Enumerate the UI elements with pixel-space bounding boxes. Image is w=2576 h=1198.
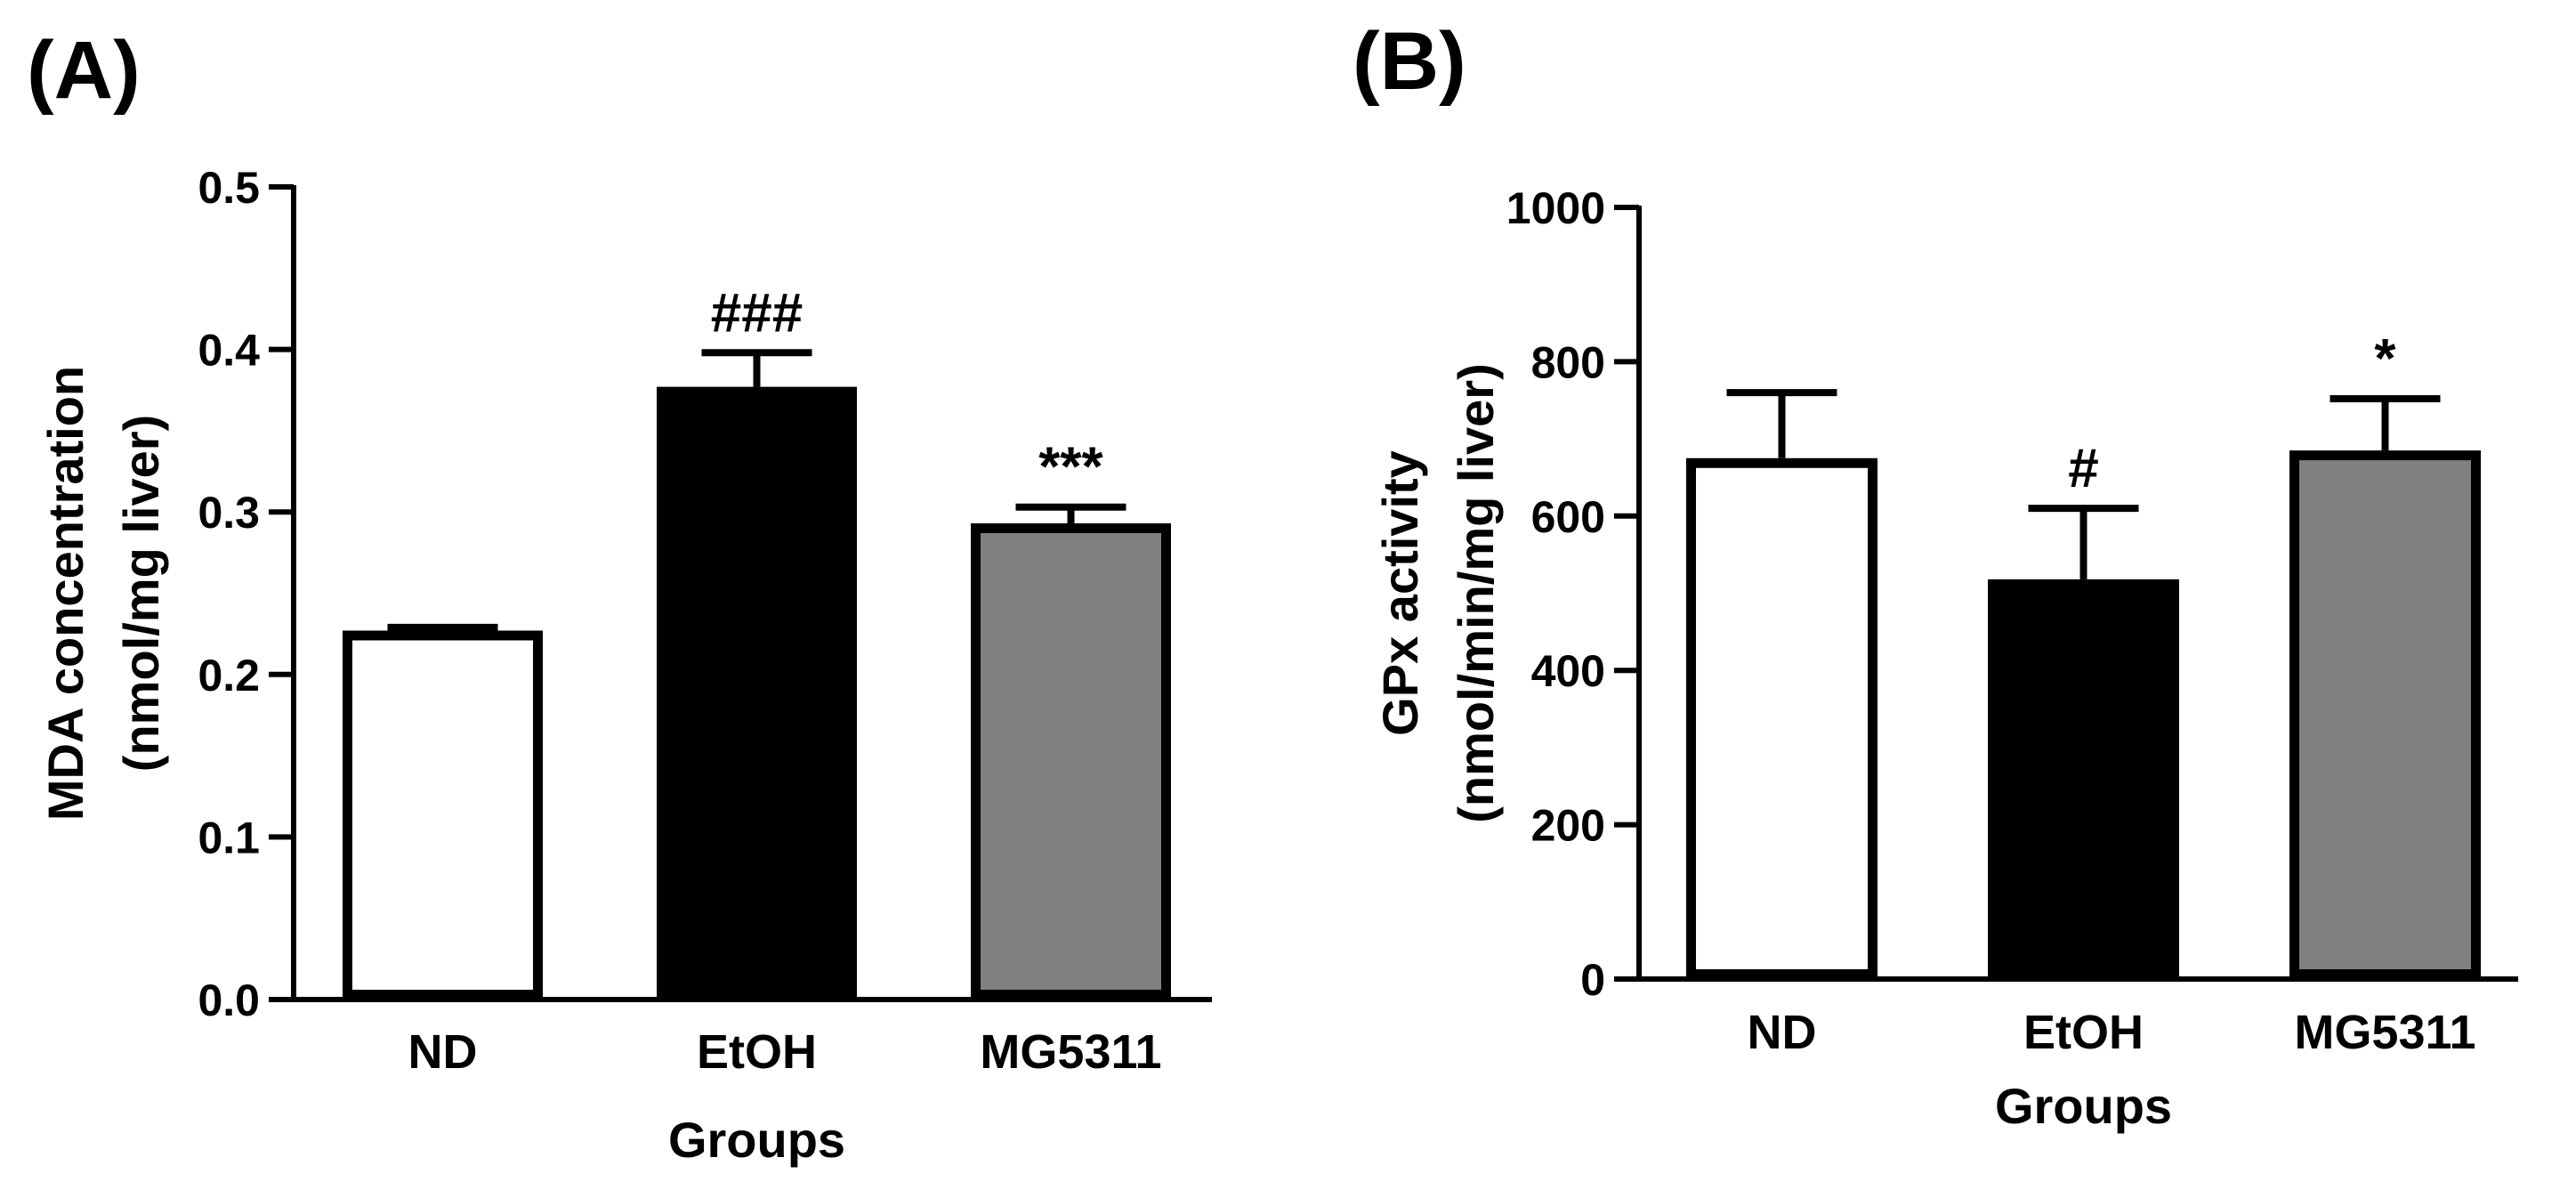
y-tick-label: 0 <box>1580 955 1605 1005</box>
x-tick-label: MG5311 <box>2294 1006 2475 1059</box>
x-axis-title: Groups <box>668 1112 845 1168</box>
x-tick-label: MG5311 <box>980 1025 1161 1079</box>
bar <box>343 630 543 1000</box>
y-tick-label: 1000 <box>1506 183 1605 233</box>
bar <box>1988 579 2179 979</box>
y-tick-label: 0.3 <box>198 488 260 538</box>
y-tick-label: 0.5 <box>198 163 260 213</box>
x-tick-label: ND <box>1748 1006 1817 1059</box>
x-tick-label: ND <box>408 1025 478 1079</box>
y-tick-label: 0.0 <box>198 975 260 1025</box>
y-tick-label: 600 <box>1531 492 1605 542</box>
panel-b: (B) 0 200 400 600 800 1000 ND # EtOH * MG5311 Groups… <box>1353 16 2518 1134</box>
panel-label: (A) <box>27 25 141 116</box>
y-axis-title: GPx activity <box>1372 450 1428 736</box>
panel-label: (B) <box>1353 16 1466 107</box>
bar <box>657 386 857 1000</box>
y-tick-label: 800 <box>1531 337 1605 387</box>
bar <box>1686 457 1877 979</box>
significance-label: * <box>2374 328 2396 390</box>
x-tick-label: EtOH <box>697 1025 817 1079</box>
y-tick-label: 0.4 <box>198 326 260 376</box>
x-axis-title: Groups <box>1995 1078 2172 1134</box>
significance-label: ### <box>711 282 803 344</box>
y-tick-label: 200 <box>1531 801 1605 851</box>
y-tick-label: 0.2 <box>198 651 260 700</box>
x-tick-label: EtOH <box>2023 1006 2144 1059</box>
significance-label: *** <box>1038 437 1103 498</box>
y-axis-subtitle: (nmol/min/mg liver) <box>1448 363 1504 823</box>
bar <box>2289 450 2481 980</box>
y-axis-title: MDA concentration <box>37 366 93 821</box>
panel-a: (A) 0.0 0.1 0.2 0.3 0.4 0.5 ND ### EtOH *** MG5311 G… <box>27 25 1212 1168</box>
y-tick-label: 0.1 <box>198 813 260 862</box>
bar <box>971 522 1171 1000</box>
y-tick-label: 400 <box>1531 646 1605 696</box>
significance-label: # <box>2068 438 2098 499</box>
y-axis-subtitle: (nmol/mg liver) <box>113 415 169 772</box>
